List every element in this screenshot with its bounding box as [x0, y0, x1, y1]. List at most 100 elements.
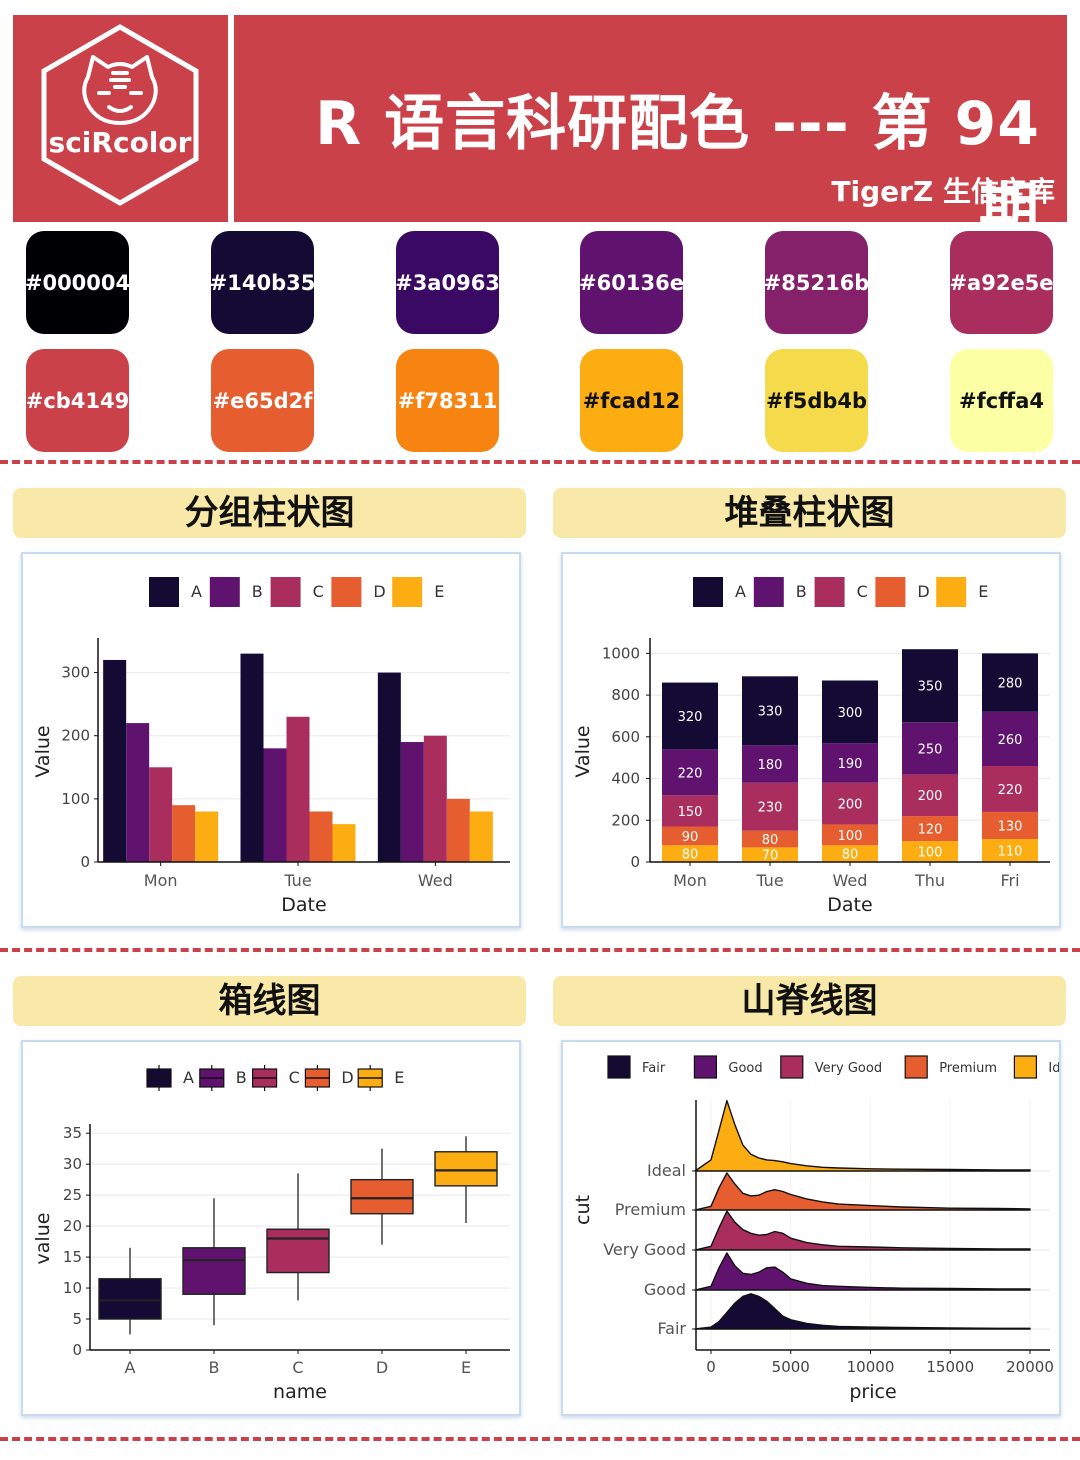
- y-tick-label: Fair: [657, 1319, 686, 1338]
- data-label: 80: [762, 833, 779, 848]
- bar: [172, 805, 196, 862]
- bar: [286, 716, 310, 862]
- legend-label: A: [183, 1068, 194, 1087]
- bar: [126, 723, 150, 862]
- bar: [263, 748, 287, 862]
- legend-key: [607, 1055, 631, 1079]
- legend-key: [814, 577, 845, 607]
- bar-segment: [982, 839, 1038, 862]
- color-swatch: #3a0963: [395, 231, 500, 334]
- bar-segment: [982, 653, 1038, 712]
- bar-segment: [662, 749, 718, 796]
- y-axis-label: cut: [572, 1195, 594, 1225]
- legend-key: [149, 577, 179, 607]
- y-tick-label: 200: [611, 811, 640, 829]
- bar: [103, 659, 127, 862]
- bar-segment: [902, 649, 958, 723]
- legend-label: B: [252, 582, 263, 601]
- logo-text: sciRcolor: [49, 126, 192, 159]
- section-title-boxplot: 箱线图: [13, 976, 526, 1026]
- legend-key: [693, 1055, 717, 1079]
- bar-segment: [982, 711, 1038, 767]
- data-label: 120: [918, 823, 943, 838]
- color-swatch: #85216b: [764, 231, 869, 334]
- box: [98, 1278, 162, 1320]
- bar: [195, 811, 219, 862]
- section-title-ridge: 山脊线图: [553, 976, 1066, 1026]
- legend-label: Premium: [939, 1061, 997, 1076]
- logo: sciRcolor: [13, 15, 228, 222]
- data-label: 100: [838, 829, 863, 844]
- x-tick-label: 5000: [772, 1358, 810, 1376]
- bar: [469, 811, 493, 862]
- header-banner: [13, 15, 1067, 222]
- tiger-logo-icon: sciRcolor: [41, 24, 199, 206]
- x-axis-label: name: [273, 1381, 327, 1403]
- y-tick-label: 0: [80, 853, 90, 871]
- color-swatch: #fcffa4: [950, 349, 1053, 452]
- color-swatch: #60136e: [579, 231, 684, 334]
- x-axis-label: Date: [281, 894, 326, 916]
- y-tick-label: 800: [611, 686, 640, 704]
- data-label: 320: [678, 710, 703, 725]
- data-label: 80: [842, 848, 859, 863]
- x-tick-label: 10000: [847, 1358, 895, 1376]
- y-tick-label: 200: [61, 727, 90, 745]
- bar: [149, 767, 173, 862]
- ridgeline-svg: Fair Good Very Good Premium Ideal Ideal Premiu…: [572, 1055, 1080, 1403]
- legend-key: [753, 577, 784, 607]
- x-tick-label: Tue: [755, 871, 783, 890]
- legend-label: B: [236, 1068, 247, 1087]
- section-title-grouped: 分组柱状图: [13, 488, 526, 538]
- bar: [377, 672, 401, 862]
- legend-label: D: [917, 582, 929, 601]
- legend-key: [780, 1055, 804, 1079]
- data-label: 300: [838, 706, 863, 721]
- legend-label: C: [313, 582, 324, 601]
- legend-label: Very Good: [815, 1061, 882, 1076]
- x-tick-label: C: [292, 1358, 303, 1377]
- y-tick-label: 35: [63, 1124, 82, 1142]
- divider-dashed: [0, 948, 1080, 952]
- data-label: 190: [838, 757, 863, 772]
- y-tick-label: Good: [644, 1280, 686, 1299]
- legend-label: C: [857, 582, 868, 601]
- ridge-area: [694, 1293, 1031, 1330]
- y-tick-label: 0: [72, 1341, 82, 1359]
- y-axis-label: Value: [32, 725, 54, 777]
- section-title-stacked: 堆叠柱状图: [553, 488, 1066, 538]
- bar-segment: [662, 795, 718, 827]
- legend-label: E: [394, 1068, 404, 1087]
- legend-key: [936, 577, 967, 607]
- divider-dashed: [0, 460, 1080, 464]
- bar-segment: [742, 745, 798, 783]
- y-tick-label: 100: [61, 790, 90, 808]
- bar-segment: [982, 811, 1038, 840]
- stacked-bar-svg: A B C D E 0 200 400 600 800 1000 80 90 150 220 320 Mon 70…: [572, 577, 1050, 916]
- bar-segment: [822, 782, 878, 825]
- data-label: 90: [682, 830, 699, 845]
- y-axis-label: value: [32, 1213, 54, 1265]
- box: [266, 1228, 330, 1274]
- x-tick-label: D: [376, 1358, 388, 1377]
- data-label: 80: [682, 848, 699, 863]
- divider-dashed: [0, 1437, 1080, 1441]
- bar: [332, 824, 356, 862]
- legend-label: D: [341, 1068, 353, 1087]
- color-swatch: #f78311: [396, 349, 499, 452]
- bar: [309, 811, 333, 862]
- bar-segment: [902, 841, 958, 862]
- data-label: 260: [998, 733, 1023, 748]
- color-swatch: #000004: [25, 231, 130, 334]
- y-tick-label: 30: [63, 1155, 82, 1173]
- ridge-area: [694, 1100, 1031, 1172]
- legend-label: D: [373, 582, 385, 601]
- bar-segment: [662, 845, 718, 862]
- y-tick-label: 25: [63, 1186, 82, 1204]
- x-tick-label: Mon: [144, 871, 178, 890]
- color-swatch: #a92e5e: [949, 231, 1054, 334]
- x-tick-label: Fri: [1000, 871, 1019, 890]
- y-axis-label: Value: [572, 725, 594, 777]
- box: [182, 1247, 246, 1295]
- stacked-bar-chart: A B C D E 0 200 400 600 800 1000 80 90 150 220 320 Mon 70…: [561, 552, 1061, 928]
